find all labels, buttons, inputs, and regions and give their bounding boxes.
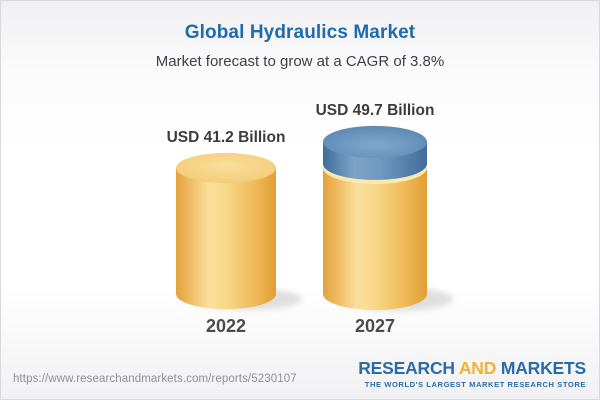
growth-cap-top-2027 (323, 125, 427, 158)
research-and-markets-logo: RESEARCH AND MARKETS THE WORLD'S LARGEST… (358, 357, 586, 390)
value-label-2027: USD 49.7 Billion (316, 102, 435, 119)
cylinder-top-2022 (176, 152, 276, 183)
cylinder-body-2022 (176, 167, 276, 294)
logo-wordmark: RESEARCH AND MARKETS (358, 357, 586, 378)
report-url[interactable]: https://www.researchandmarkets.com/repor… (13, 373, 297, 385)
value-label-2022: USD 41.2 Billion (167, 129, 286, 146)
logo-word-and: AND (458, 357, 497, 378)
category-label-2027: 2027 (355, 316, 395, 336)
cylinder-body-2027 (323, 167, 427, 294)
page-subtitle: Market forecast to grow at a CAGR of 3.8… (155, 53, 445, 70)
category-label-2022: 2022 (206, 316, 246, 336)
page-title: Global Hydraulics Market (184, 22, 416, 43)
logo-tagline: THE WORLD'S LARGEST MARKET RESEARCH STOR… (364, 380, 586, 390)
cylinder-chart: USD 41.2 Billion 2022 USD 49.7 Billion 2027 (167, 102, 453, 336)
logo-word-research: RESEARCH (358, 357, 455, 378)
footer: https://www.researchandmarkets.com/repor… (1, 351, 599, 399)
chart-header: Global Hydraulics Market Market forecast… (1, 1, 599, 70)
logo-word-markets: MARKETS (500, 357, 586, 378)
